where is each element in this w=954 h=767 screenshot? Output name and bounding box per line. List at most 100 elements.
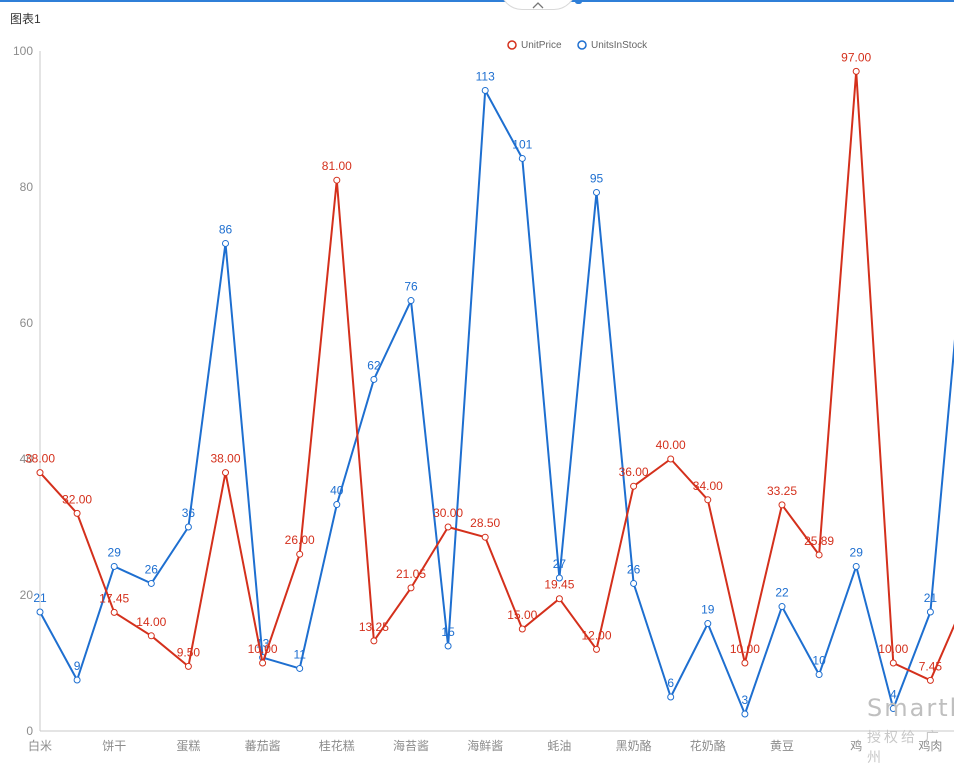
data-label: 36.00 <box>619 465 649 479</box>
legend-label: UnitsInStock <box>591 40 648 51</box>
data-label: 10.00 <box>248 642 278 656</box>
data-label: 34.00 <box>693 479 723 493</box>
top-accent-line <box>0 0 954 2</box>
data-point <box>370 375 378 383</box>
data-label: 19 <box>701 603 715 617</box>
data-point <box>593 645 600 653</box>
data-point <box>518 154 526 162</box>
data-label: 19.45 <box>544 578 574 592</box>
data-point <box>926 676 934 684</box>
data-point <box>704 620 712 628</box>
data-label: 95 <box>590 171 604 185</box>
data-point <box>184 662 192 670</box>
data-label: 15 <box>441 625 455 639</box>
data-label: 21 <box>924 591 938 605</box>
data-point <box>778 501 786 509</box>
x-tick-label: 花奶酪 <box>690 738 726 753</box>
series-UnitPrice: 38.00 32.00 17.45 14.00 9.50 38.00 10.00 26.00 8… <box>25 50 954 684</box>
data-label: 81.00 <box>322 159 352 173</box>
data-point <box>667 693 675 701</box>
data-label: 22 <box>775 586 789 600</box>
y-tick-label: 0 <box>26 724 33 738</box>
data-label: 10.00 <box>730 642 760 656</box>
data-label: 10 <box>812 654 826 668</box>
data-label: 7.45 <box>919 659 943 673</box>
data-label: 13.25 <box>359 620 389 634</box>
x-tick-label: 鸡肉 <box>918 738 942 753</box>
data-point <box>110 608 118 616</box>
data-point <box>481 86 489 94</box>
data-label: 6 <box>667 676 674 690</box>
data-point <box>222 469 229 477</box>
legend-marker <box>577 40 587 50</box>
data-label: 76 <box>404 280 418 294</box>
data-point <box>852 562 860 570</box>
y-tick-label: 100 <box>13 44 33 58</box>
data-point <box>444 642 452 650</box>
data-label: 26 <box>627 562 641 576</box>
data-point <box>741 659 749 667</box>
data-label: 28.50 <box>470 516 500 530</box>
legend-marker <box>507 40 517 50</box>
data-label: 25.89 <box>804 534 834 548</box>
data-label: 11 <box>293 647 306 661</box>
data-point <box>555 595 563 603</box>
data-point <box>444 523 452 531</box>
series-UnitsInStock: 2192926368613114062761511310127952661932… <box>33 69 954 718</box>
data-label: 27 <box>553 557 567 571</box>
watermark-text: Smartb <box>867 694 954 722</box>
y-tick-label: 60 <box>20 316 34 330</box>
data-label: 101 <box>512 137 532 151</box>
data-point <box>147 632 155 640</box>
legend-label: UnitPrice <box>521 40 562 51</box>
data-point <box>259 659 267 667</box>
x-tick-label: 鸡 <box>850 738 862 753</box>
data-label: 21 <box>33 591 47 605</box>
chart-axes: 0 20 40 60 80 100 白米 饼干 蛋糕 蕃茄酱 桂花糕 海苔酱 海鲜酱 蚝油 黑奶酪 花奶酪 黄豆… <box>13 44 954 753</box>
y-tick-label: 80 <box>20 180 34 194</box>
data-point <box>407 297 415 305</box>
series-line <box>39 70 954 682</box>
data-point <box>518 625 526 633</box>
data-label: 26.00 <box>285 533 315 547</box>
data-point <box>852 67 860 75</box>
data-point <box>147 579 155 587</box>
series-line <box>39 89 954 715</box>
data-point <box>184 523 192 531</box>
data-point <box>36 608 44 616</box>
x-tick-label: 白米 <box>28 738 52 753</box>
watermark-subtext: 授权给 广州 <box>867 729 942 765</box>
series-layer: 2192926368613114062761511310127952661932… <box>25 50 954 718</box>
data-point <box>36 469 44 477</box>
data-point <box>926 608 934 616</box>
x-tick-label: 海苔酱 <box>393 738 429 753</box>
x-tick-label: 黑奶酪 <box>616 738 652 753</box>
data-label: 40 <box>330 484 344 498</box>
chart-legend[interactable]: UnitPrice UnitsInStock <box>507 40 648 51</box>
x-tick-label: 黄豆 <box>770 739 794 753</box>
data-label: 12.00 <box>581 628 611 642</box>
x-tick-label: 蚝油 <box>547 739 571 753</box>
data-point <box>630 579 638 587</box>
data-point <box>481 533 489 541</box>
data-label: 14.00 <box>136 615 166 629</box>
data-point <box>815 671 823 679</box>
x-tick-label: 蛋糕 <box>176 739 200 753</box>
data-label: 3 <box>742 693 749 707</box>
data-point <box>630 482 638 490</box>
data-label: 30.00 <box>433 506 463 520</box>
data-point <box>741 710 749 718</box>
data-point <box>704 496 712 504</box>
data-point <box>889 659 897 667</box>
data-point <box>407 584 415 592</box>
data-label: 38.00 <box>210 452 240 466</box>
data-label: 29 <box>850 545 864 559</box>
data-label: 29 <box>108 545 122 559</box>
data-label: 36 <box>182 506 196 520</box>
data-label: 4 <box>890 688 897 702</box>
data-point <box>222 239 229 247</box>
data-point <box>555 574 563 582</box>
data-label: 10.00 <box>878 642 908 656</box>
data-label: 32.00 <box>62 492 92 506</box>
